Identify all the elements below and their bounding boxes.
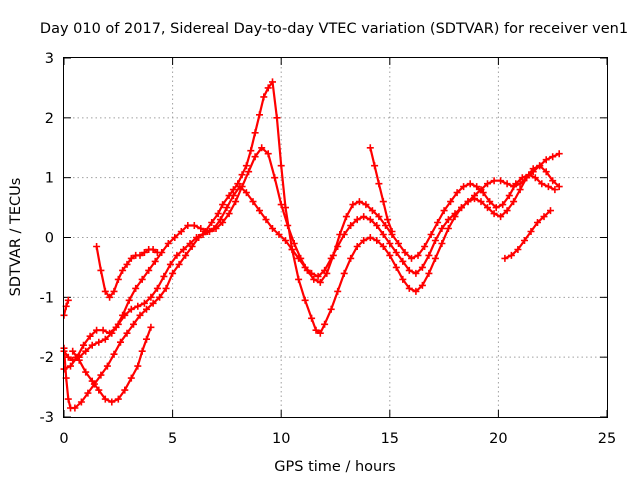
series-markers: [60, 296, 72, 319]
series-track-6: [60, 296, 72, 319]
plot-series: [60, 78, 563, 412]
series-line: [63, 146, 556, 362]
series-markers: [60, 150, 563, 373]
series-track-5: [69, 323, 155, 406]
x-axis-label: GPS time / hours: [274, 459, 395, 475]
x-tick-label: 10: [272, 431, 290, 447]
series-line: [504, 209, 552, 260]
x-tick-label: 0: [59, 431, 68, 447]
y-tick-label: -2: [40, 350, 54, 366]
series-markers: [501, 207, 554, 262]
series-markers: [69, 323, 155, 406]
series-track-7: [366, 144, 396, 235]
y-tick-label: 3: [45, 51, 54, 67]
plot-frame: [63, 57, 608, 418]
y-tick-label: -1: [40, 290, 54, 306]
y-tick-label: 1: [45, 171, 54, 187]
chart-title: Day 010 of 2017, Sidereal Day-to-day VTE…: [40, 21, 628, 37]
series-track-4: [93, 243, 161, 301]
x-tick-label: 15: [381, 431, 399, 447]
series-line: [63, 152, 560, 371]
x-tick-label: 20: [489, 431, 507, 447]
series-track-3: [60, 150, 563, 373]
series-line: [71, 326, 152, 404]
y-axis-label: SDTVAR / TECUs: [8, 178, 24, 297]
series-markers: [93, 243, 161, 301]
y-tick-label: 0: [45, 231, 54, 247]
series-track-8: [501, 207, 554, 262]
series-track-1: [60, 78, 563, 412]
series-markers: [60, 78, 563, 412]
x-tick-label: 25: [598, 431, 616, 447]
x-tick-label: 5: [168, 431, 177, 447]
y-tick-label: -3: [40, 410, 54, 426]
series-markers: [366, 144, 396, 235]
y-tick-label: 2: [45, 111, 54, 127]
series-line: [62, 80, 560, 410]
